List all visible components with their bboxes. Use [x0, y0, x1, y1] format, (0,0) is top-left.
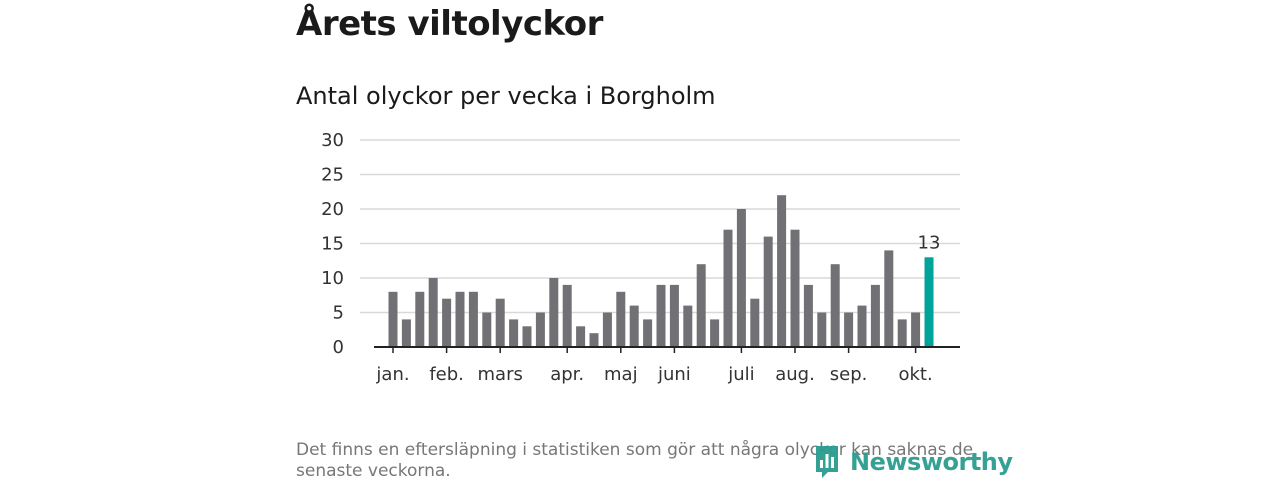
- bar: [415, 291, 425, 347]
- bar: [750, 298, 760, 347]
- bar: [870, 284, 880, 347]
- bar: [669, 284, 679, 347]
- y-tick-label: 30: [321, 130, 344, 151]
- bar: [710, 319, 720, 347]
- y-tick-label: 5: [333, 303, 344, 324]
- bar: [790, 229, 800, 347]
- bar: [911, 312, 921, 347]
- x-tick-label: mars: [478, 364, 523, 385]
- bar: [428, 278, 438, 347]
- bar: [924, 257, 934, 347]
- x-tick-label: feb.: [429, 364, 464, 385]
- bar: [656, 284, 666, 347]
- logo-text: Newsworthy: [850, 448, 1013, 476]
- bar: [495, 298, 505, 347]
- bar: [482, 312, 492, 347]
- bar: [629, 305, 639, 347]
- y-tick-label: 15: [321, 234, 344, 255]
- bar: [723, 229, 733, 347]
- x-tick-label: maj: [604, 364, 638, 385]
- bar: [884, 250, 894, 347]
- bar: [817, 312, 827, 347]
- chart-title: Årets viltolyckor: [296, 4, 603, 44]
- bar: [897, 319, 907, 347]
- footnote: Det finns en eftersläpning i statistiken…: [296, 440, 974, 481]
- bar: [509, 319, 519, 347]
- bar: [844, 312, 854, 347]
- x-axis: jan. feb. mars apr. maj juni juli aug. sep. okt.: [374, 346, 960, 385]
- bar: [522, 326, 532, 347]
- x-tick-label: sep.: [830, 364, 868, 385]
- bar: [442, 298, 452, 347]
- bar: [589, 333, 599, 347]
- bar: [401, 319, 411, 347]
- x-tick-label: aug.: [775, 364, 815, 385]
- bar: [696, 264, 706, 347]
- newsworthy-logo-icon: [816, 446, 838, 478]
- x-tick-label: juni: [657, 364, 691, 385]
- y-tick-label: 10: [321, 268, 344, 289]
- x-tick-label: apr.: [550, 364, 584, 385]
- newsworthy-logo: Newsworthy: [814, 444, 1013, 480]
- bar: [576, 326, 586, 347]
- y-tick-label: 20: [321, 199, 344, 220]
- data-label-highlight: 13: [918, 232, 941, 253]
- data-labels: 13: [918, 232, 941, 253]
- chart-subtitle: Antal olyckor per vecka i Borgholm: [296, 82, 716, 110]
- y-tick-label: 25: [321, 165, 344, 186]
- bar: [857, 305, 867, 347]
- bar: [562, 284, 572, 347]
- bar: [830, 264, 840, 347]
- x-tick-label: jan.: [375, 364, 409, 385]
- x-tick-label: okt.: [898, 364, 932, 385]
- bar: [803, 284, 813, 347]
- y-tick-label: 0: [333, 337, 344, 358]
- bars: [388, 195, 934, 347]
- bar: [616, 291, 626, 347]
- bar: [455, 291, 465, 347]
- bar: [777, 195, 787, 347]
- bar: [468, 291, 478, 347]
- bar: [643, 319, 653, 347]
- bar: [388, 291, 398, 347]
- bar: [763, 236, 773, 347]
- bar: [736, 209, 746, 347]
- x-tick-label: juli: [727, 364, 754, 385]
- y-axis-ticks: 0 5 10 15 20 25 30: [321, 130, 344, 358]
- bar: [535, 312, 545, 347]
- bar: [602, 312, 612, 347]
- bar: [549, 278, 559, 347]
- bar: [683, 305, 693, 347]
